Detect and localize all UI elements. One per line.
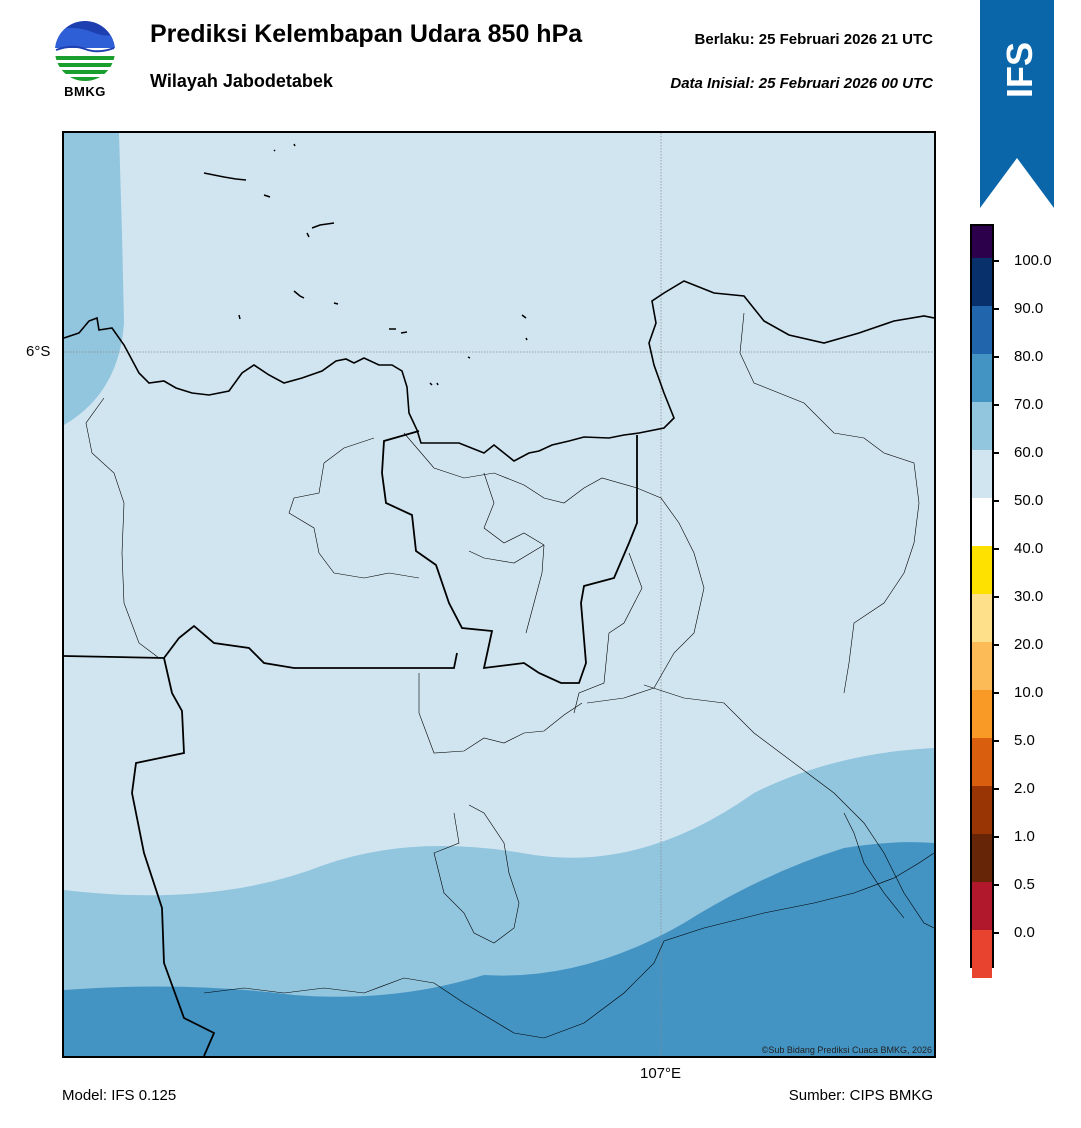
colorbar-segment [972,882,992,930]
coastline [64,280,934,462]
colorbar-tick-label: 60.0 [1014,444,1044,461]
colorbar-tick-label: 40.0 [1014,540,1044,557]
province-boundary-west [131,657,216,1056]
colorbar-segment [972,450,992,498]
district-boundaries [85,312,934,1039]
colorbar-tick-label: 1.0 [1014,828,1035,845]
colorbar-tick [992,404,999,406]
colorbar-tick [992,740,999,742]
colorbar-segment [972,594,992,642]
map-canvas [64,133,934,1056]
colorbar-tick [992,884,999,886]
colorbar-segment [972,402,992,450]
colorbar-tick-label: 100.0 [1014,252,1052,269]
colorbar-segment [972,226,992,258]
colorbar-segment [972,354,992,402]
colorbar-segment [972,258,992,306]
chart-title: Prediksi Kelembapan Udara 850 hPa [150,20,583,48]
bmkg-emblem-icon [55,21,115,81]
colorbar-segment [972,642,992,690]
colorbar-segment [972,498,992,546]
region-subtitle: Wilayah Jabodetabek [150,71,333,91]
colorbar-tick [992,548,999,550]
colorbar-tick [992,452,999,454]
ifs-badge-label: IFS [999,42,1040,99]
colorbar-segment [972,786,992,834]
thousand-islands [203,143,528,386]
colorbar [970,224,994,978]
colorbar-tick [992,260,999,262]
province-boundary-north [64,624,458,669]
colorbar-tick [992,692,999,694]
colorbar-tick-label: 10.0 [1014,684,1044,701]
model-label: Model: IFS 0.125 [62,1087,177,1104]
colorbar-tick-label: 80.0 [1014,348,1044,365]
lon-tick-label: 107°E [640,1065,682,1082]
colorbar-tick-label: 90.0 [1014,300,1044,317]
colorbar-segment [972,546,992,594]
colorbar-segment [972,738,992,786]
colorbar-tick-label: 0.5 [1014,876,1035,893]
credit-text: ©Sub Bidang Prediksi Cuaca BMKG, 2026 [761,1045,932,1055]
valid-time-label: Berlaku: 25 Februari 2026 21 UTC [694,31,933,48]
humidity-zone-70-80-south [64,842,934,1056]
colorbar-tick [992,932,999,934]
colorbar-tick-label: 2.0 [1014,780,1035,797]
colorbar-tick [992,644,999,646]
bmkg-logo: BMKG [52,20,118,102]
colorbar-tick-label: 5.0 [1014,732,1035,749]
logo-text: BMKG [64,84,106,99]
lat-tick-label: 6°S [26,343,51,360]
colorbar-segment [972,690,992,738]
humidity-map: ©Sub Bidang Prediksi Cuaca BMKG, 2026 [62,131,936,1058]
colorbar-tick [992,500,999,502]
colorbar-segment [972,930,992,978]
jakarta-boundary [381,430,638,684]
ifs-ribbon-icon [980,0,1054,208]
colorbar-tick-label: 50.0 [1014,492,1044,509]
colorbar-segment [972,834,992,882]
colorbar-tick [992,836,999,838]
colorbar-tick-label: 0.0 [1014,924,1035,941]
colorbar-tick-label: 70.0 [1014,396,1044,413]
colorbar-tick-label: 30.0 [1014,588,1044,605]
colorbar-tick-label: 20.0 [1014,636,1044,653]
colorbar-tick [992,308,999,310]
colorbar-tick [992,788,999,790]
init-time-label: Data Inisial: 25 Februari 2026 00 UTC [670,75,933,92]
source-label: Sumber: CIPS BMKG [788,1087,933,1104]
colorbar-segment [972,306,992,354]
colorbar-tick [992,596,999,598]
colorbar-tick [992,356,999,358]
